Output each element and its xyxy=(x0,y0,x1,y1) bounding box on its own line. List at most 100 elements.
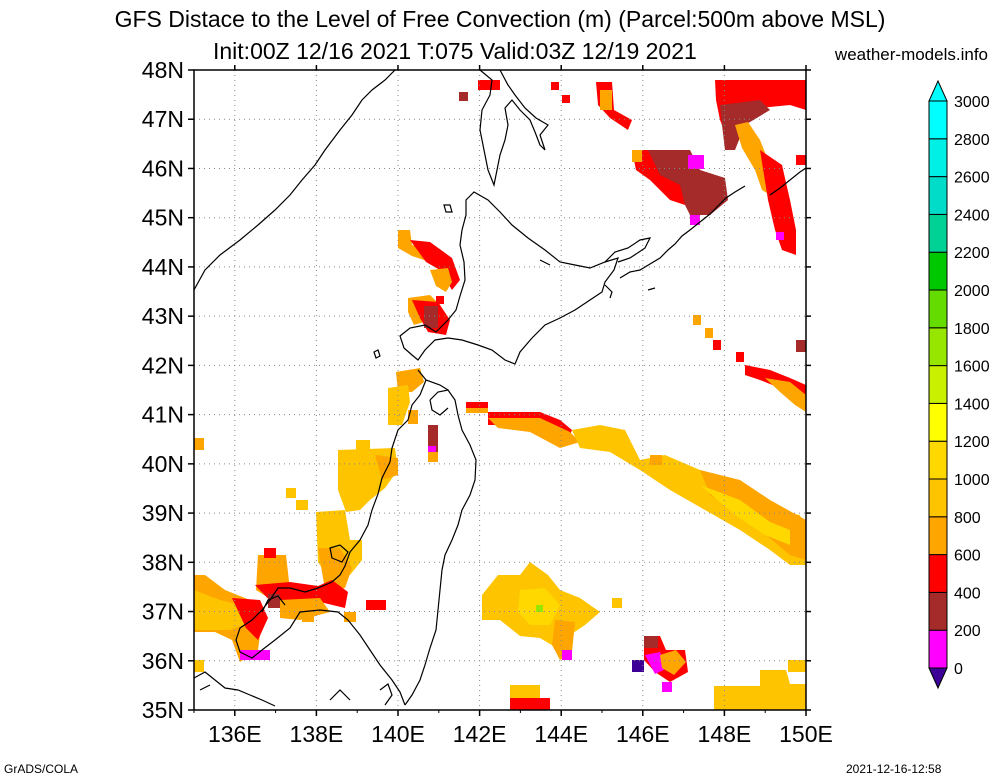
lon-label: 142E xyxy=(453,721,507,747)
colorbar-swatch xyxy=(928,251,948,291)
colorbar-swatch xyxy=(928,440,948,480)
footer-timestamp: 2021-12-16-12:58 xyxy=(846,762,942,776)
colorbar-label: 2000 xyxy=(954,283,990,300)
coastline-hokkaido xyxy=(399,191,619,365)
colorbar-swatch xyxy=(928,554,948,593)
grid-layer xyxy=(194,70,806,710)
coastline-island xyxy=(604,284,613,299)
field-patch xyxy=(640,150,728,215)
field-patch xyxy=(375,455,398,480)
field-patch xyxy=(632,150,642,162)
field-patch xyxy=(428,452,438,462)
lon-label: 140E xyxy=(371,721,425,747)
colorbar-label: 2800 xyxy=(954,132,990,149)
lat-label: 40N xyxy=(142,451,184,477)
coastline-noto xyxy=(261,595,286,613)
lat-label: 36N xyxy=(142,648,184,674)
lat-label: 38N xyxy=(142,549,184,575)
field-patch xyxy=(466,408,488,413)
coastline-sakhalin xyxy=(479,70,549,188)
colorbar-swatch xyxy=(928,516,948,556)
field-patch xyxy=(344,612,356,622)
field-patch xyxy=(302,612,314,622)
colorbar-swatch xyxy=(928,478,948,518)
colorbar-swatch xyxy=(928,402,948,442)
colorbar-swatch xyxy=(928,100,948,140)
footer-software: GrADS/COLA xyxy=(4,762,79,776)
colorbar-label: 1000 xyxy=(954,472,990,489)
colorbar-label: 3000 xyxy=(954,94,990,111)
field-patch xyxy=(736,352,744,362)
field-patch xyxy=(488,418,580,448)
lon-label: 138E xyxy=(290,721,344,747)
field-patch xyxy=(424,306,438,328)
chart-title: GFS Distace to the Level of Free Convect… xyxy=(114,6,886,32)
colorbar-triangle-high xyxy=(928,79,948,102)
field-patch xyxy=(194,590,250,630)
colorbar-swatch xyxy=(928,138,948,178)
lon-label: 148E xyxy=(698,721,752,747)
field-patch xyxy=(632,660,644,672)
field-patch xyxy=(510,698,550,710)
field-patch xyxy=(478,80,500,90)
coastline-shiretoko xyxy=(604,237,652,263)
coastline-mainland xyxy=(194,70,396,291)
field-patch xyxy=(388,385,410,425)
colorbar-label: 1200 xyxy=(954,434,990,451)
colorbar-swatch xyxy=(928,176,948,215)
colorbar-label: 1800 xyxy=(954,321,990,338)
field-patch xyxy=(572,425,806,565)
field-patch xyxy=(194,660,204,672)
lat-label: 45N xyxy=(142,205,184,231)
coastline-sado xyxy=(329,544,349,563)
field-patch xyxy=(562,95,570,103)
field-patch xyxy=(700,485,790,545)
x-axis-labels: 136E 138E 140E 142E 144E 146E 148E 150E xyxy=(208,721,833,747)
field-patch xyxy=(612,598,622,608)
field-patch xyxy=(650,455,662,465)
colorbar-label: 800 xyxy=(954,510,981,527)
colorbar-triangle-low xyxy=(928,667,948,690)
field-layer xyxy=(194,80,806,710)
coastline-rishiri xyxy=(443,204,453,213)
field-patch xyxy=(688,155,704,169)
coastlines xyxy=(194,70,806,707)
field-patch xyxy=(796,155,806,165)
field-patch xyxy=(366,600,386,610)
field-patch xyxy=(693,315,701,325)
lat-label: 47N xyxy=(142,106,184,132)
coastline-okushiri xyxy=(373,349,381,359)
colorbar-label: 2600 xyxy=(954,170,990,187)
field-patch xyxy=(466,402,488,412)
field-patch xyxy=(660,650,686,675)
field-patch xyxy=(644,636,658,648)
lon-label: 146E xyxy=(616,721,670,747)
lat-label: 39N xyxy=(142,500,184,526)
axis-ticks xyxy=(188,65,811,716)
colorbar-label: 2400 xyxy=(954,207,990,224)
field-patch xyxy=(428,446,436,454)
coastline-honshu-east xyxy=(404,389,477,706)
field-patch xyxy=(690,215,700,225)
lat-label: 48N xyxy=(142,57,184,83)
field-patch xyxy=(356,440,370,452)
field-patch xyxy=(760,150,796,255)
y-axis-labels: 35N 36N 37N 38N 39N 40N 41N 42N 43N 44N 45N 46N 47N 4… xyxy=(142,57,184,723)
coastline-izu xyxy=(329,689,351,701)
lat-label: 43N xyxy=(142,303,184,329)
colorbar-label: 1400 xyxy=(954,396,990,413)
colorbar-label: 0 xyxy=(954,661,963,678)
coastline-west-japan xyxy=(194,671,276,707)
field-patch xyxy=(714,670,806,710)
lat-label: 46N xyxy=(142,155,184,181)
colorbar-swatch xyxy=(928,629,948,669)
field-patch xyxy=(788,660,806,672)
field-patch xyxy=(551,82,559,90)
colorbar-label: 1600 xyxy=(954,359,990,376)
coastline-kuril-east xyxy=(769,167,806,196)
coastline-honshu xyxy=(235,369,427,706)
field-patch xyxy=(194,438,204,450)
lat-label: 35N xyxy=(142,697,184,723)
field-patch xyxy=(765,378,806,412)
